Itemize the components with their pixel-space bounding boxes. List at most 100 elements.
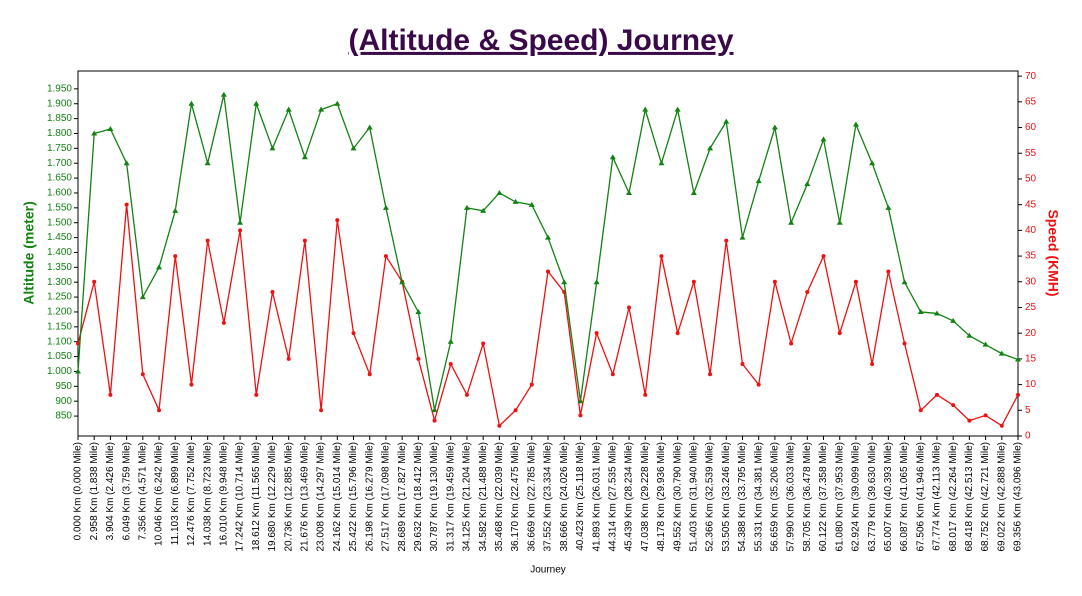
x-tick-label: 56.659 Km (35.206 Mile) [770,442,781,552]
point [740,362,745,367]
x-axis-title: Journey [530,565,566,576]
y-tick-label: 1.100 [47,336,72,347]
y-tick-label: 1.950 [47,83,72,94]
point [627,305,632,310]
point [189,382,194,387]
point [108,392,113,397]
y-tick-label: 1.250 [47,292,72,303]
y-tick-label: 1.550 [47,202,72,213]
x-tick-label: 17.242 Km (10.714 Mile) [235,442,246,552]
point [221,320,226,325]
point [448,362,453,367]
point [157,408,162,413]
x-tick-label: 38.666 Km (24.026 Mile) [559,442,570,552]
point [982,341,989,347]
point [690,189,697,195]
point [577,398,584,404]
x-tick-label: 62.924 Km (39.099 Mile) [851,442,862,552]
point [382,204,389,210]
point [837,331,842,336]
x-tick-label: 37.552 Km (23.334 Mile) [543,442,554,552]
y2-tick-label: 30 [1025,276,1037,287]
point [886,269,891,274]
y2-tick-label: 35 [1025,251,1037,262]
x-tick-label: 45.439 Km (28.234 Mile) [624,442,635,552]
y2-tick-label: 20 [1025,328,1037,339]
y2-tick-label: 60 [1025,122,1037,133]
point [512,198,519,204]
x-tick-label: 49.552 Km (30.790 Mile) [672,442,683,552]
x-tick-label: 68.017 Km (42.264 Mile) [948,442,959,552]
point [481,341,486,346]
x-tick-label: 58.705 Km (36.478 Mile) [802,442,813,552]
y2-tick-label: 70 [1025,71,1037,82]
point [205,238,210,243]
point [594,331,599,336]
point [755,178,762,184]
point [593,279,600,285]
point [870,362,875,367]
y-tick-label: 1.000 [47,366,72,377]
y-tick-label: 1.200 [47,307,72,318]
x-tick-label: 18.612 Km (11.565 Mile) [251,442,262,551]
y-tick-label: 1.700 [47,158,72,169]
point [269,145,276,151]
point [885,204,892,210]
point [253,100,260,106]
x-tick-label: 14.038 Km (8.723 Mile) [202,442,213,546]
x-tick-label: 12.476 Km (7.752 Mile) [186,442,197,546]
x-tick-label: 54.388 Km (33.795 Mile) [737,442,748,552]
x-tick-label: 68.418 Km (42.513 Mile) [964,442,975,552]
point [188,100,195,106]
x-tick-label: 51.403 Km (31.940 Mile) [689,442,700,552]
x-tick-label: 53.505 Km (33.246 Mile) [721,442,732,552]
y-tick-label: 1.350 [47,262,72,273]
point [91,130,98,136]
x-tick-label: 69.022 Km (42.888 Mile) [996,442,1007,552]
point [933,310,940,316]
x-tick-label: 24.162 Km (15.014 Mile) [332,442,343,552]
y-tick-label: 850 [55,411,72,422]
point [675,331,680,336]
chart-title: (Altitude & Speed) Journey [348,24,733,57]
y-tick-label: 1.300 [47,277,72,288]
point [107,126,114,132]
x-tick-label: 31.317 Km (19.459 Mile) [445,442,456,552]
y2-tick-label: 0 [1025,431,1031,442]
point [658,160,665,166]
point [529,382,534,387]
x-tick-label: 69.356 Km (43.096 Mile) [1013,442,1024,552]
y2-tick-label: 65 [1025,96,1037,107]
y-tick-label: 950 [55,381,72,392]
point [286,356,291,361]
x-tick-label: 34.582 Km (21.488 Mile) [478,442,489,552]
x-tick-label: 27.517 Km (17.098 Mile) [381,442,392,552]
y-tick-label: 1.850 [47,113,72,124]
y2-tick-label: 5 [1025,405,1031,416]
x-tick-label: 26.198 Km (16.279 Mile) [364,442,375,552]
point [432,418,437,423]
point [92,279,97,284]
y2-tick-label: 10 [1025,379,1037,390]
y-tick-label: 900 [55,396,72,407]
point [335,218,340,223]
point [220,91,227,97]
y2-tick-label: 40 [1025,225,1037,236]
point [853,279,858,284]
y2-tick-label: 50 [1025,174,1037,185]
point [302,238,307,243]
point [804,181,811,187]
point [334,100,341,106]
x-tick-label: 68.752 Km (42.721 Mile) [980,442,991,552]
point [966,332,973,338]
point [771,124,778,130]
point [351,331,356,336]
point [238,228,243,233]
x-tick-label: 11.103 Km (6.899 Mile) [170,442,181,545]
point [836,219,843,225]
point [399,279,406,285]
point [1016,392,1020,397]
point [869,160,876,166]
point [918,408,923,413]
point [285,106,292,112]
